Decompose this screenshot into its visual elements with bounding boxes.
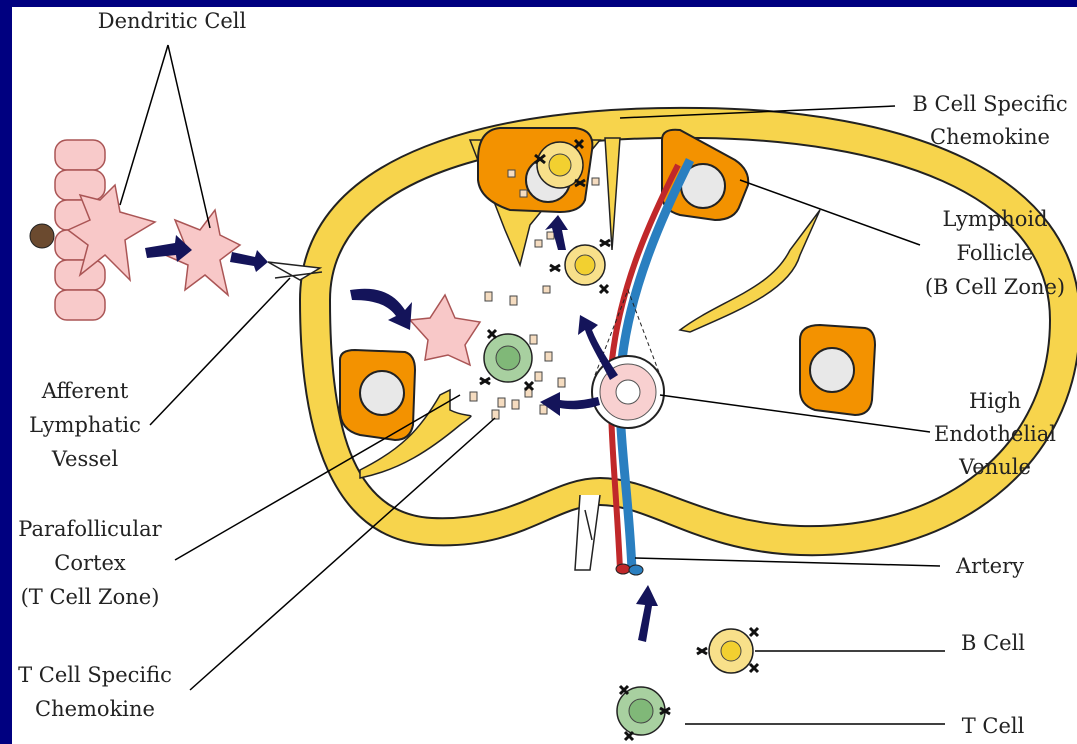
chemokines [469,169,600,420]
label: Afferent [41,379,129,403]
label: (T Cell Zone) [21,585,160,609]
afferent-vessel [267,261,323,281]
label: Lymphatic [29,413,141,437]
label: T Cell [962,714,1025,738]
follicle-centers [359,157,855,416]
efferent-vessel [574,494,601,571]
label: Chemokine [35,697,155,721]
label: Endothelial [934,422,1056,446]
trabecula [604,137,621,251]
label: Lymphoid [942,207,1047,231]
label: Follicle [956,241,1033,265]
label: Venule [958,455,1031,479]
receptors [479,138,760,742]
arrows [145,215,658,642]
leader-lines [119,44,945,725]
dendritic-cell [66,183,157,283]
label: Dendritic Cell [98,9,247,33]
label: Chemokine [930,125,1050,149]
label: B Cell Specific [912,92,1067,116]
label: High [969,389,1021,413]
label: Artery [955,554,1024,578]
label: (B Cell Zone) [925,275,1065,299]
label: T Cell Specific [18,663,172,687]
t-cell-nuclei [495,345,654,724]
dendritic-cell [408,293,482,367]
label: Cortex [54,551,126,575]
label: Parafollicular [18,517,162,541]
b-cell-nuclei [548,153,742,662]
label: B Cell [961,631,1025,655]
label: Vessel [51,447,119,471]
trabecula [359,388,472,479]
trabecula [678,209,821,333]
antigen [29,223,55,249]
